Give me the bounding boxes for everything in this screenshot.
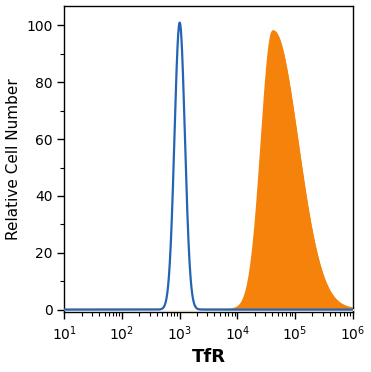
Y-axis label: Relative Cell Number: Relative Cell Number bbox=[6, 78, 20, 240]
X-axis label: TfR: TfR bbox=[191, 349, 226, 366]
